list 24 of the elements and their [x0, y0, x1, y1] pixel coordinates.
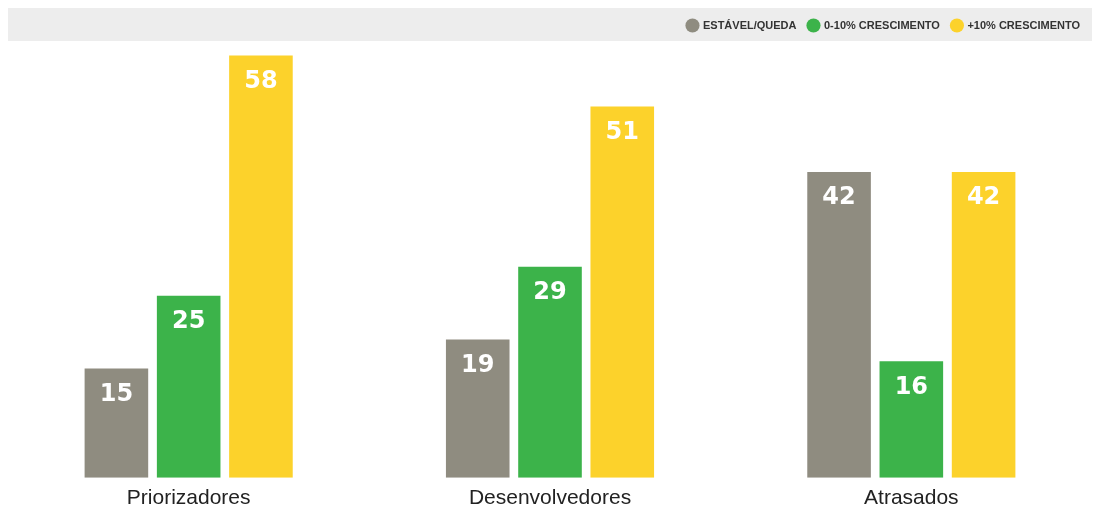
legend-label: +10% CRESCIMENTO — [967, 18, 1081, 31]
bar — [951, 172, 1016, 478]
data-label: 16 — [894, 371, 929, 400]
x-tick-label: Atrasados — [864, 485, 959, 509]
data-label: 42 — [966, 182, 1001, 211]
legend-label: 0-10% CRESCIMENTO — [823, 18, 941, 31]
data-label: 19 — [461, 349, 495, 378]
data-label: 15 — [99, 378, 134, 407]
legend-label: ESTÁVEL/QUEDA — [702, 18, 797, 31]
data-label: 42 — [822, 182, 856, 211]
data-label: 25 — [171, 306, 206, 335]
data-label: 58 — [244, 65, 278, 94]
data-label: 51 — [605, 116, 639, 145]
bar — [445, 339, 510, 478]
bar — [879, 361, 944, 478]
bar — [518, 266, 582, 478]
data-label: 29 — [533, 276, 567, 305]
x-tick-label: Priorizadores — [126, 485, 251, 509]
bar — [229, 55, 293, 478]
bar — [807, 172, 871, 478]
bar — [590, 106, 655, 478]
bar — [156, 295, 221, 478]
x-tick-label: Desenvolvedores — [468, 485, 632, 509]
bar — [84, 368, 149, 478]
